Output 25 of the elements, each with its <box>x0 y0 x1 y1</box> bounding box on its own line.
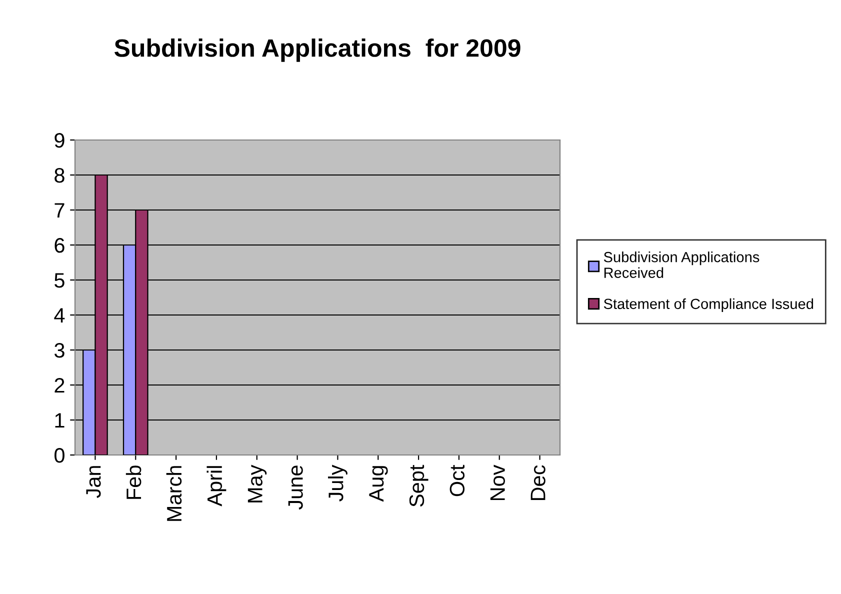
y-tick-label: 9 <box>54 133 64 148</box>
y-tick-label: 4 <box>54 308 65 323</box>
x-tick-label: Aug <box>369 466 388 502</box>
x-tick-label: Oct <box>450 464 465 496</box>
y-tick-label: 3 <box>54 343 64 358</box>
x-tick-label: Sept <box>409 464 428 507</box>
x-tick-label: Jan <box>86 466 101 498</box>
y-tick-label: 8 <box>54 168 64 183</box>
x-tick-label: June <box>288 466 303 510</box>
y-tick-label: 0 <box>54 448 64 463</box>
x-tick-label: July <box>328 464 348 502</box>
y-tick-label: 1 <box>55 413 64 428</box>
legend-label: Statement of Compliance Issued <box>604 298 814 312</box>
y-tick-label: 6 <box>54 238 64 253</box>
x-tick-label: March <box>166 466 182 521</box>
x-tick-label: Feb <box>126 466 142 499</box>
y-tick-label: 2 <box>54 378 64 393</box>
x-tick-label: April <box>206 466 226 506</box>
x-tick-label: Dec <box>530 465 546 500</box>
y-tick-label: 5 <box>54 273 64 288</box>
y-tick-label: 7 <box>54 203 64 218</box>
chart-title: Subdivision Applications for 2009 <box>114 38 520 62</box>
x-tick-label: May <box>248 464 267 502</box>
legend-label: Subdivision Applications Received <box>604 252 760 278</box>
x-tick-label: Nov <box>490 464 505 500</box>
